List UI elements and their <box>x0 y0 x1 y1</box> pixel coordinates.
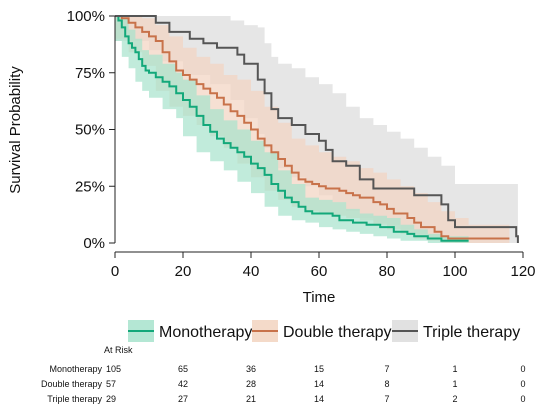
at-risk-value: 7 <box>384 394 389 404</box>
x-tick-label: 20 <box>175 263 192 280</box>
monotherapy-curve <box>115 15 469 242</box>
legend-label: Triple therapy <box>423 324 520 341</box>
survival-curves <box>115 15 519 243</box>
y-tick-label: 100% <box>67 8 105 25</box>
legend-label: Monotherapy <box>159 324 252 341</box>
legend-label: Double therapy <box>283 324 392 341</box>
at-risk-value: 14 <box>314 394 324 404</box>
at-risk-value: 65 <box>178 364 188 374</box>
at-risk-value: 29 <box>106 394 116 404</box>
at-risk-value: 0 <box>520 379 525 389</box>
at-risk-value: 2 <box>452 394 457 404</box>
y-tick-label: 75% <box>75 65 105 82</box>
legend: Monotherapy Double therapy Triple therapy <box>128 320 520 342</box>
at-risk-value: 27 <box>178 394 188 404</box>
at-risk-value: 105 <box>106 364 121 374</box>
legend-item-double-therapy: Double therapy <box>252 320 392 342</box>
y-tick-label: 25% <box>75 178 105 195</box>
x-tick-label: 40 <box>243 263 260 280</box>
legend-item-triple-therapy: Triple therapy <box>392 320 520 342</box>
x-tick-label: 60 <box>311 263 328 280</box>
at-risk-value: 0 <box>520 364 525 374</box>
at-risk-value: 36 <box>246 364 256 374</box>
y-tick-label: 0% <box>83 235 105 252</box>
double-therapy-curve <box>115 15 510 240</box>
confidence-bands <box>115 16 518 243</box>
at-risk-value: 28 <box>246 379 256 389</box>
axes: 0% 25% 50% 75% 100% 0 20 40 60 80 100 120 <box>67 8 536 280</box>
at-risk-value: 7 <box>384 364 389 374</box>
at-risk-row-label: Triple therapy <box>47 394 102 404</box>
at-risk-title: At Risk <box>104 345 133 355</box>
triple-therapy-curve <box>115 15 519 243</box>
x-tick-label: 0 <box>111 263 119 280</box>
at-risk-value: 15 <box>314 364 324 374</box>
at-risk-row-label: Monotherapy <box>49 364 102 374</box>
x-axis-title: Time <box>303 289 336 306</box>
at-risk-value: 1 <box>452 379 457 389</box>
at-risk-value: 42 <box>178 379 188 389</box>
at-risk-value: 14 <box>314 379 324 389</box>
at-risk-value: 0 <box>520 394 525 404</box>
x-tick-label: 100 <box>442 263 467 280</box>
at-risk-value: 21 <box>246 394 256 404</box>
at-risk-value: 1 <box>452 364 457 374</box>
y-axis-title: Survival Probability <box>7 66 24 194</box>
x-tick-label: 120 <box>510 263 535 280</box>
x-tick-label: 80 <box>379 263 396 280</box>
y-tick-label: 50% <box>75 122 105 139</box>
at-risk-row-label: Double therapy <box>41 379 103 389</box>
double-therapy-confidence-band <box>115 16 510 243</box>
at-risk-value: 57 <box>106 379 116 389</box>
legend-item-monotherapy: Monotherapy <box>128 320 252 342</box>
at-risk-value: 8 <box>384 379 389 389</box>
